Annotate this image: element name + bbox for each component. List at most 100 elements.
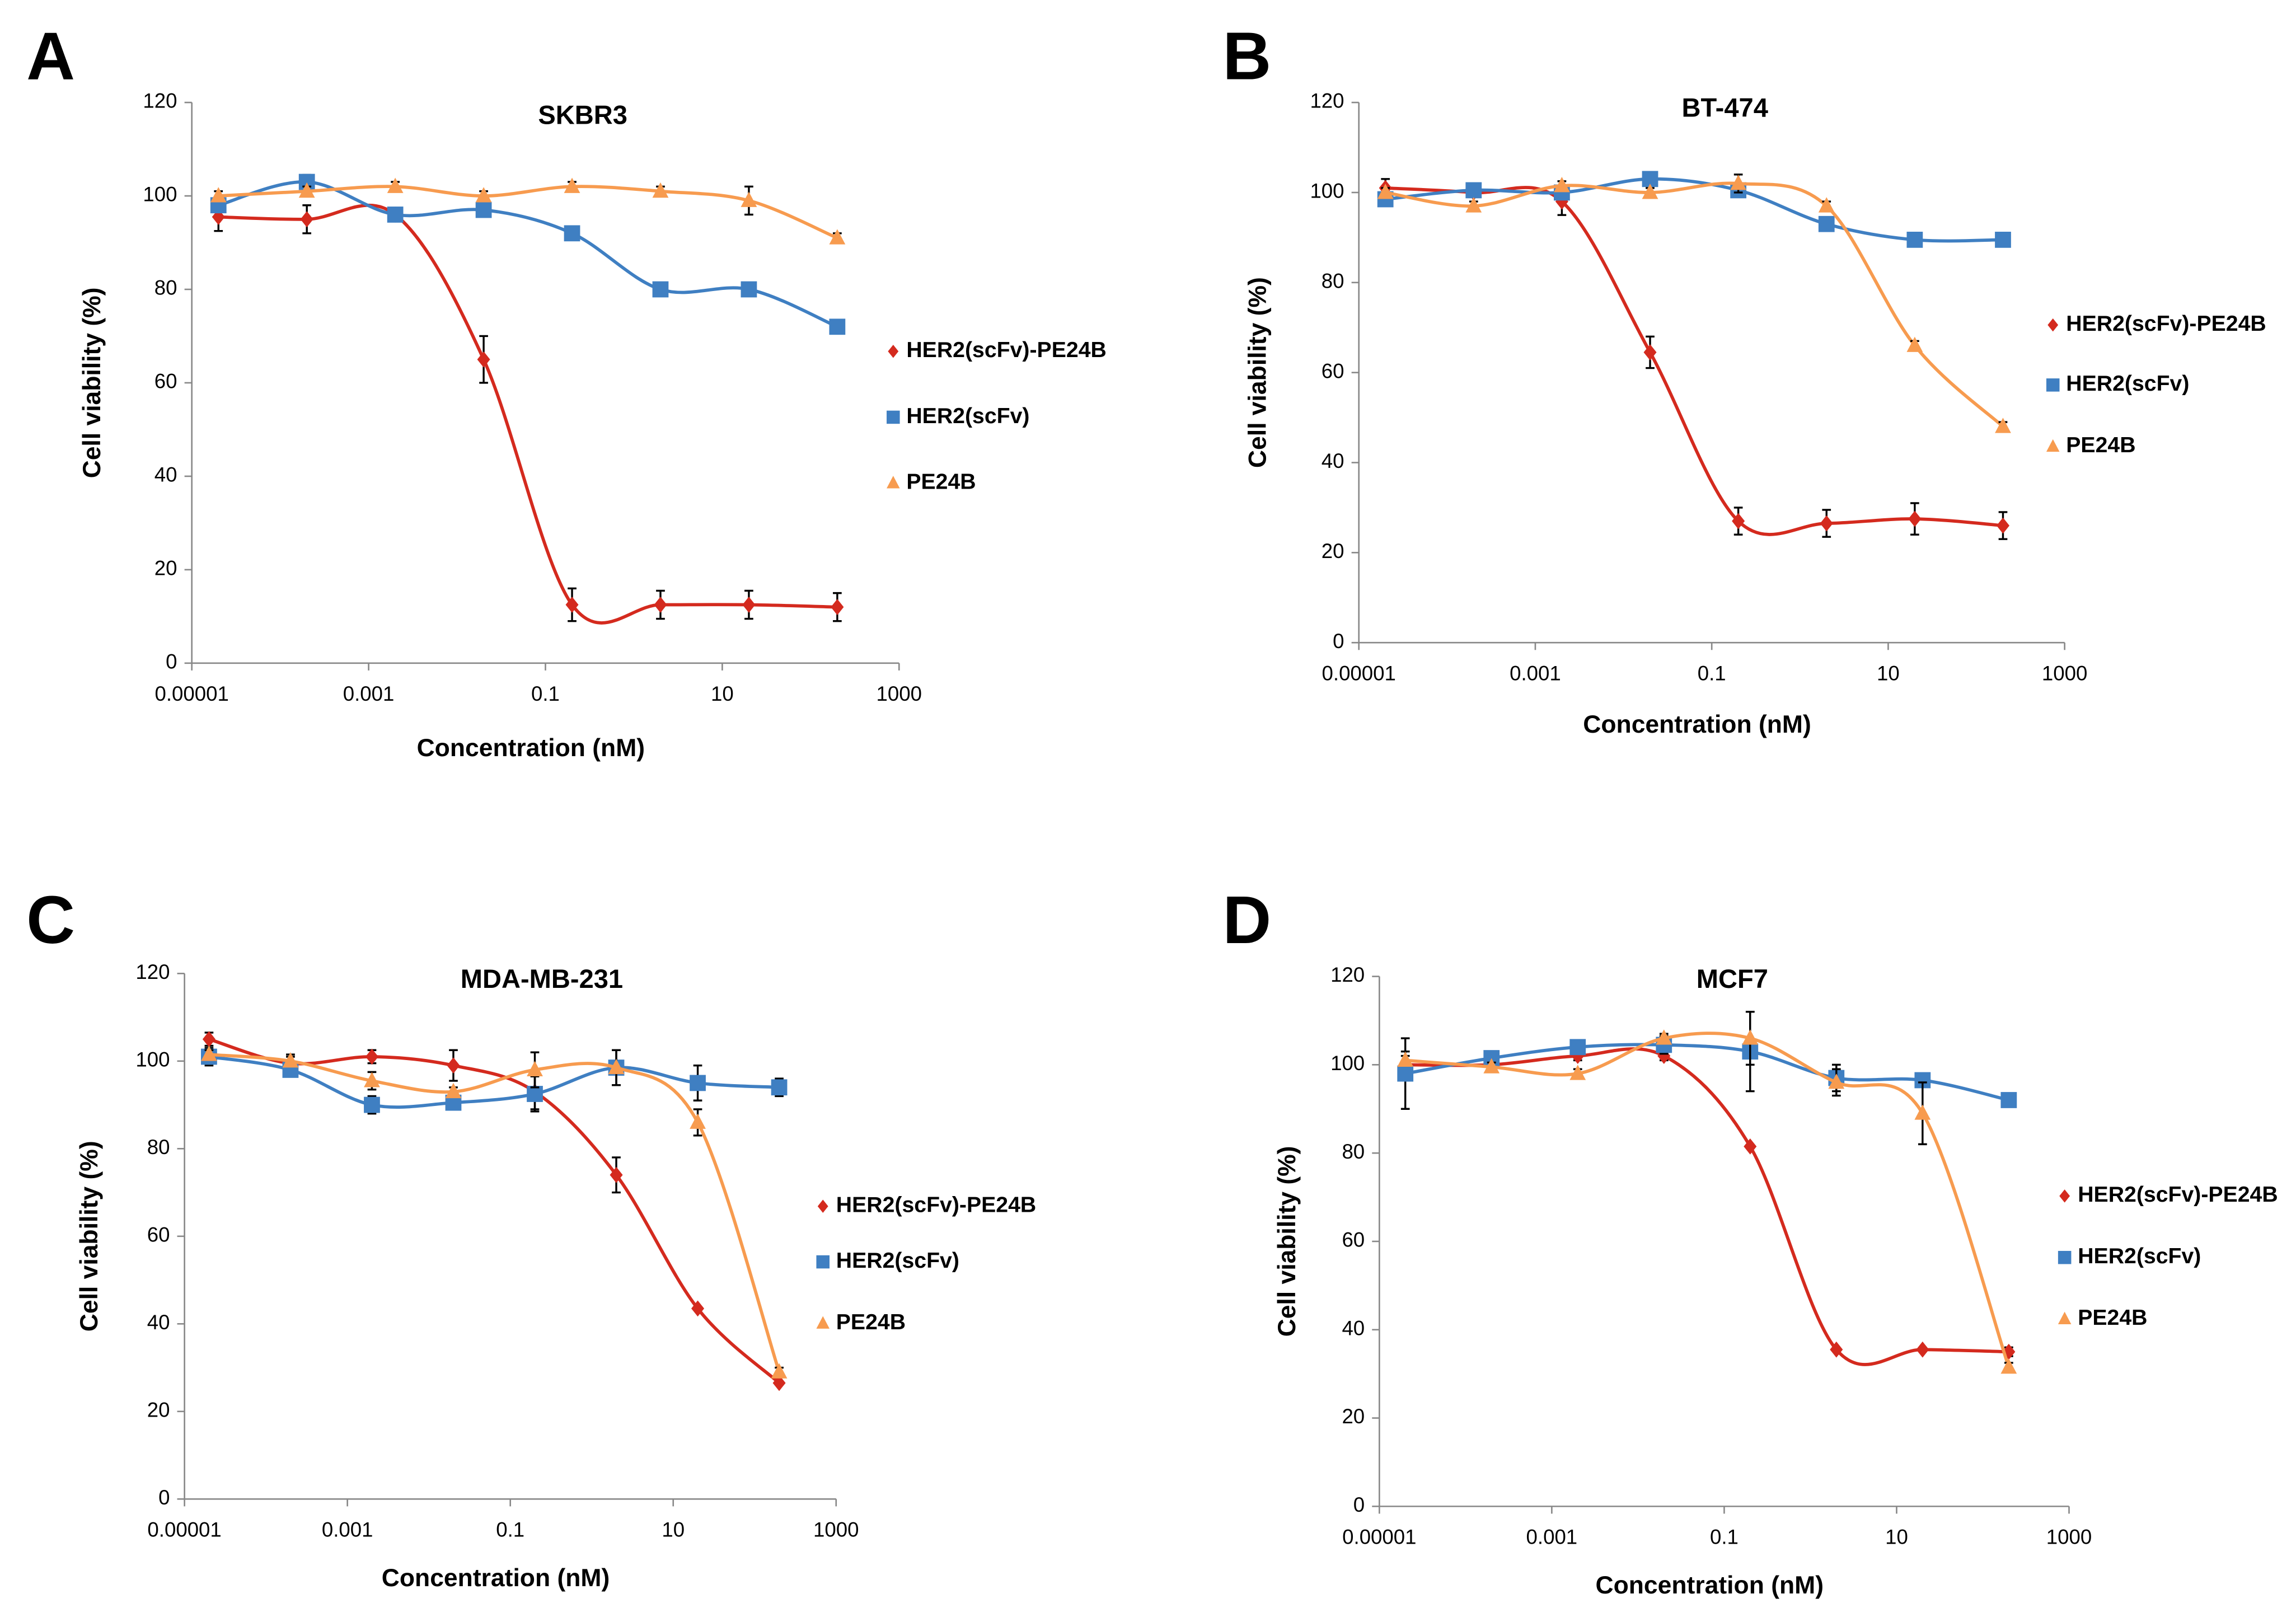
y-tick-label: 20: [154, 557, 177, 580]
data-point: [527, 1086, 543, 1102]
x-tick-label: 1000: [2046, 1526, 2092, 1549]
x-tick-label: 10: [662, 1518, 685, 1541]
data-point: [365, 1048, 378, 1065]
panel: A SKBR3 Concentration (nM) Cell viability (…: [26, 19, 1107, 762]
x-axis-label: Concentration (nM): [417, 734, 645, 762]
panel-letter: D: [1222, 883, 1271, 958]
y-tick-label: 40: [1322, 449, 1344, 472]
legend-marker: [887, 476, 900, 489]
data-point: [1377, 184, 1394, 199]
data-point: [654, 597, 667, 613]
data-point: [829, 318, 846, 335]
data-point: [1730, 175, 1747, 190]
chart-title: SKBR3: [538, 100, 627, 130]
data-point: [2000, 1092, 2017, 1108]
data-point: [1732, 513, 1745, 529]
legend-label: PE24B: [906, 469, 976, 494]
legend-label: HER2(scFv)-PE24B: [2078, 1182, 2278, 1207]
y-tick-label: 40: [1342, 1316, 1365, 1339]
data-point: [475, 201, 492, 218]
y-tick-label: 120: [1310, 90, 1344, 112]
data-point: [282, 1052, 299, 1068]
x-tick-label: 10: [1877, 662, 1900, 685]
y-tick-label: 0: [1353, 1493, 1365, 1516]
data-point: [1465, 182, 1482, 199]
legend-marker: [816, 1255, 830, 1269]
fit-curve: [1405, 1043, 2009, 1102]
data-point: [364, 1072, 380, 1087]
x-tick-label: 10: [1885, 1526, 1908, 1549]
data-point: [447, 1057, 460, 1074]
fit-curve: [209, 1053, 781, 1373]
panel: D MCF7 Concentration (nM) Cell viability (%…: [1222, 883, 2278, 1599]
legend-label: HER2(scFv): [836, 1248, 959, 1273]
y-tick-label: 20: [1342, 1405, 1365, 1428]
data-point: [201, 1046, 217, 1061]
data-point: [1995, 418, 2011, 433]
x-tick-label: 0.1: [1698, 662, 1726, 685]
y-tick-label: 120: [143, 90, 177, 112]
y-tick-label: 100: [143, 183, 177, 206]
x-tick-label: 0.1: [531, 682, 560, 705]
fit-curve: [1385, 181, 2004, 428]
fit-curve: [218, 185, 838, 240]
y-tick-label: 0: [166, 650, 177, 673]
data-point: [608, 1058, 625, 1075]
legend-label: PE24B: [2066, 433, 2135, 457]
legend-marker: [2058, 1250, 2072, 1264]
data-point: [690, 1113, 706, 1129]
y-tick-label: 60: [154, 370, 177, 393]
data-point: [741, 281, 757, 298]
data-point: [1906, 336, 1923, 352]
legend-marker: [2046, 439, 2060, 452]
y-tick-label: 80: [1342, 1140, 1365, 1163]
data-point: [690, 1075, 706, 1091]
data-point: [202, 1031, 215, 1048]
data-point: [1916, 1341, 1929, 1358]
y-tick-label: 20: [1322, 540, 1344, 562]
fit-curve: [1385, 177, 2003, 243]
data-point: [1818, 215, 1835, 232]
x-tick-label: 0.1: [1710, 1526, 1739, 1549]
data-point: [298, 182, 315, 198]
data-point: [742, 597, 756, 613]
data-point: [527, 1061, 543, 1076]
y-tick-label: 120: [1330, 963, 1365, 986]
legend-marker: [817, 1199, 828, 1213]
y-axis-label: Cell viability (%): [1273, 1146, 1301, 1337]
data-point: [1996, 517, 2010, 534]
fit-curve: [218, 203, 837, 625]
data-point: [1995, 232, 2011, 248]
data-point: [1908, 510, 1922, 527]
legend-marker: [2059, 1189, 2070, 1203]
legend-marker: [2046, 378, 2060, 392]
y-tick-label: 80: [147, 1136, 170, 1159]
x-tick-label: 0.001: [1510, 662, 1561, 685]
data-point: [1554, 177, 1570, 193]
data-point: [1830, 1341, 1843, 1358]
legend-label: HER2(scFv): [2078, 1244, 2201, 1268]
data-point: [1569, 1039, 1586, 1056]
data-point: [1656, 1029, 1672, 1045]
y-tick-label: 100: [1310, 180, 1344, 203]
x-tick-label: 0.001: [343, 682, 395, 705]
data-point: [1818, 197, 1835, 213]
y-axis-label: Cell viability (%): [76, 1141, 103, 1332]
x-axis-label: Concentration (nM): [1596, 1572, 1824, 1599]
chart-title: BT-474: [1682, 93, 1768, 123]
data-point: [210, 187, 227, 203]
data-point: [1742, 1029, 1759, 1045]
data-point: [300, 211, 313, 228]
panel-letter: B: [1222, 19, 1271, 94]
legend-marker: [2058, 1311, 2072, 1325]
data-point: [652, 281, 669, 298]
y-axis-label: Cell viability (%): [78, 288, 106, 479]
panel: B BT-474 Concentration (nM) Cell viability …: [1222, 19, 2266, 738]
chart-title: MDA-MB-231: [461, 964, 623, 993]
legend-marker: [887, 410, 900, 424]
y-tick-label: 40: [147, 1311, 170, 1334]
x-tick-label: 0.1: [496, 1518, 524, 1541]
panel: C MDA-MB-231 Concentration (nM) Cell viabil…: [26, 883, 1036, 1592]
